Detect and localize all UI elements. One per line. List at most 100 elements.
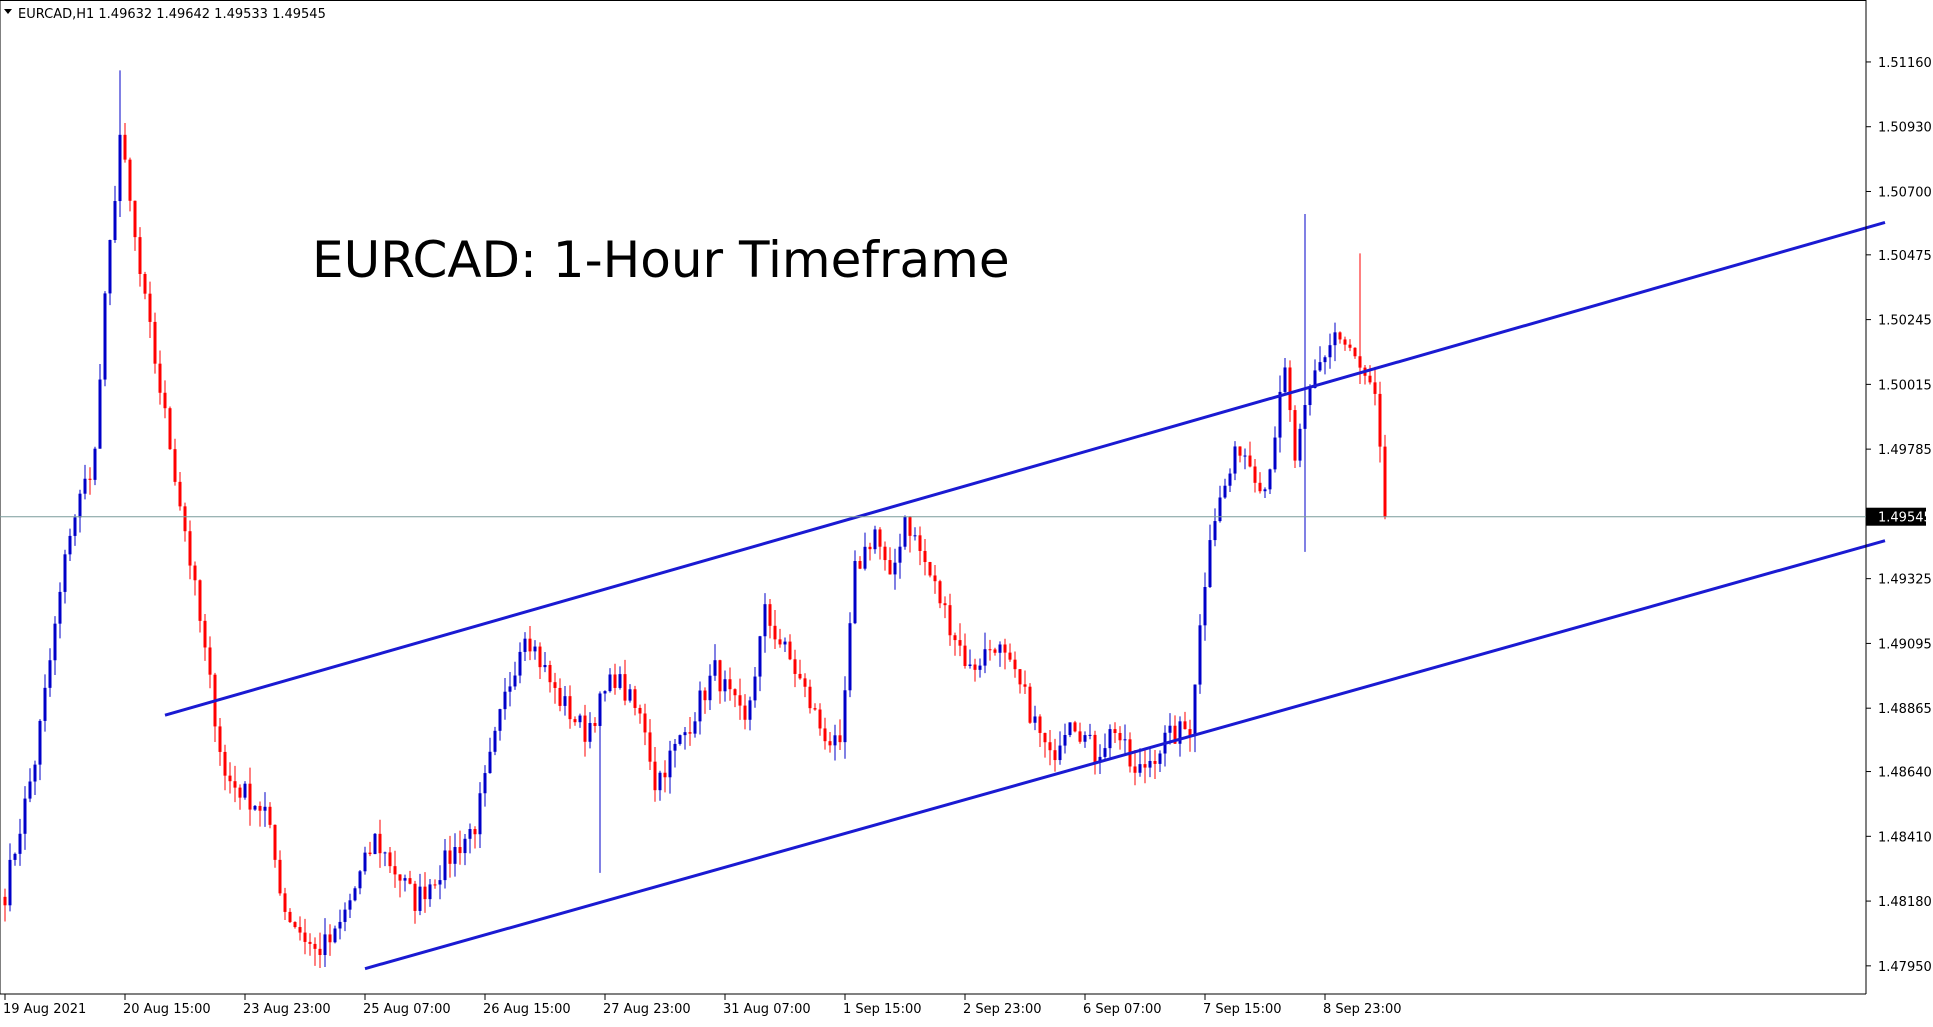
candle-body: [578, 715, 582, 723]
current-price-tag: [1866, 507, 1926, 526]
candle-body: [478, 793, 482, 835]
candle-body: [688, 732, 692, 734]
candle-body: [398, 874, 402, 881]
candle-body: [353, 888, 357, 901]
trendline-channel-upper: [164, 221, 1886, 717]
y-tick-label: 1.48865: [1878, 702, 1932, 717]
candle-body: [83, 478, 87, 494]
candle-body: [163, 392, 167, 409]
candle-body: [243, 783, 247, 798]
candle-body: [348, 900, 352, 910]
candle-body: [233, 781, 237, 788]
candle-body: [1043, 732, 1047, 743]
candle-body: [108, 240, 112, 294]
candle-body: [1053, 750, 1057, 761]
candle-body: [978, 665, 982, 670]
candle-body: [753, 676, 757, 701]
candle-body: [1078, 731, 1082, 742]
trendline-channel-lower: [364, 539, 1886, 971]
candle-body: [1213, 521, 1217, 541]
y-tick-label: 1.48180: [1878, 895, 1932, 910]
candle-body: [363, 852, 367, 872]
candle-body: [628, 689, 632, 701]
candle-body: [98, 379, 102, 449]
candle-body: [128, 159, 132, 201]
candle-body: [1343, 339, 1347, 345]
candle-body: [498, 709, 502, 731]
candle-body: [273, 824, 277, 860]
candle-body: [548, 665, 552, 683]
candle-body: [843, 690, 847, 743]
current-price-label: 1.49545: [1878, 511, 1932, 526]
y-tick-label: 1.48410: [1878, 830, 1932, 845]
x-tick-label: 2 Sep 23:00: [963, 1002, 1042, 1017]
y-tick-label: 1.50475: [1878, 249, 1932, 264]
candle-body: [563, 696, 567, 706]
candle-body: [138, 237, 142, 274]
candle-body: [1333, 332, 1337, 346]
candle-body: [78, 493, 82, 518]
candle-body: [1093, 734, 1097, 763]
candle-body: [253, 805, 257, 810]
candle-body: [428, 884, 432, 900]
candle-body: [8, 859, 12, 906]
candle-body: [653, 761, 657, 791]
candle-body: [28, 781, 32, 799]
dropdown-icon: [4, 9, 12, 14]
x-tick-label: 8 Sep 23:00: [1323, 1002, 1402, 1017]
candle-body: [1103, 748, 1107, 757]
candle-body: [953, 635, 957, 641]
candle-body: [1353, 347, 1357, 357]
candle-body: [993, 649, 997, 653]
candle-body: [858, 561, 862, 569]
candle-body: [848, 623, 852, 691]
candle-body: [388, 852, 392, 867]
candle-body: [1173, 725, 1177, 744]
candles-layer: [3, 70, 1387, 969]
x-tick-label: 19 Aug 2021: [3, 1002, 86, 1017]
candle-body: [803, 678, 807, 687]
candle-body: [893, 562, 897, 575]
candle-body: [1038, 716, 1042, 733]
candle-body: [1338, 332, 1342, 340]
candle-body: [963, 645, 967, 666]
x-tick-label: 27 Aug 23:00: [603, 1002, 691, 1017]
candle-body: [13, 853, 17, 860]
candle-body: [228, 775, 232, 782]
candle-body: [873, 529, 877, 550]
candle-body: [553, 682, 557, 688]
y-tick-label: 1.49095: [1878, 637, 1932, 652]
candle-body: [658, 772, 662, 791]
candle-body: [1233, 446, 1237, 474]
candle-body: [503, 691, 507, 710]
candle-body: [813, 708, 817, 710]
candle-body: [958, 640, 962, 646]
candle-body: [238, 787, 242, 798]
candle-body: [823, 728, 827, 742]
candle-body: [1373, 382, 1377, 394]
candle-body: [643, 713, 647, 733]
candle-body: [1228, 473, 1232, 486]
candle-body: [323, 934, 327, 956]
y-tick-label: 1.50245: [1878, 314, 1932, 329]
candle-body: [808, 686, 812, 709]
candle-body: [603, 691, 607, 694]
candle-body: [1313, 370, 1317, 389]
candle-body: [218, 726, 222, 752]
candle-body: [938, 581, 942, 604]
candle-body: [1073, 722, 1077, 732]
candle-body: [573, 719, 577, 723]
candle-body: [693, 721, 697, 734]
candle-body: [1168, 725, 1172, 733]
candle-body: [613, 674, 617, 688]
candle-body: [968, 664, 972, 666]
candle-body: [1003, 644, 1007, 653]
candle-body: [148, 293, 152, 322]
candle-body: [1153, 760, 1157, 764]
candle-body: [633, 689, 637, 708]
x-tick-label: 26 Aug 15:00: [483, 1002, 571, 1017]
x-tick-label: 20 Aug 15:00: [123, 1002, 211, 1017]
candle-body: [883, 546, 887, 561]
